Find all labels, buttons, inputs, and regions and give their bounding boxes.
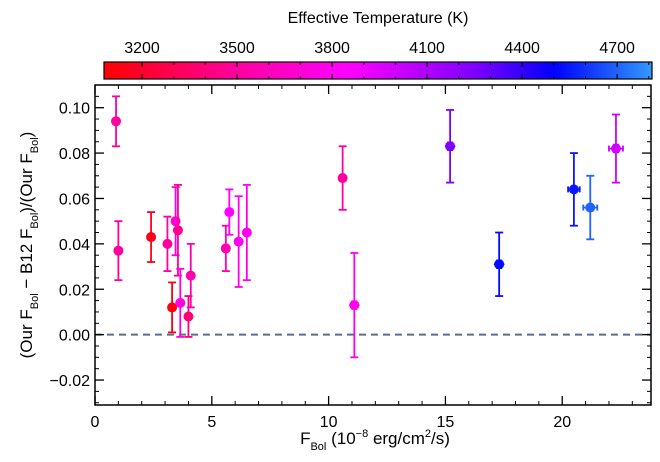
data-point [162,215,173,272]
y-tick-label: −0.02 [50,373,91,390]
plot-area: 0 5 10 15 20 −0.02 0.00 0.02 0.04 0.06 0.08 0.10 [50,84,652,431]
x-tick-label: 5 [207,414,216,431]
point-marker-circle [146,232,157,243]
colorbar-tick-label: 3200 [124,40,160,57]
x-label-exponent: 2 [425,428,431,440]
y-tick-label: 0.06 [59,191,90,208]
data-point [113,220,124,282]
data-point [175,267,186,338]
x-tick-label: 20 [553,414,571,431]
x-tick-label: 15 [437,414,455,431]
data-point [111,95,122,148]
axis-ticks [94,84,651,405]
point-marker-circle [233,236,244,247]
point-marker-circle [185,270,196,281]
y-label-part: − B12 F [17,229,36,294]
data-point [172,183,183,277]
point-marker-circle [113,245,124,256]
data-point [444,109,456,184]
colorbar-tick-labels: 3200 3500 3800 4100 4400 4700 [124,40,635,57]
point-marker-circle [162,238,173,249]
colorbar-tick-label: 4100 [409,40,445,57]
data-point [233,195,244,288]
y-label-part: ) [17,132,36,138]
x-label-units: /s) [431,429,450,448]
y-label-subscript: Bol [29,293,41,309]
colorbar: Effective Temperature (K) 3200 3500 3800 41… [103,10,653,80]
point-marker-circle [337,173,348,184]
y-tick-label: 0.08 [59,146,90,163]
point-marker-hexagon [444,141,456,152]
point-marker-circle [585,202,596,213]
point-marker-circle [241,227,252,238]
point-marker-circle [175,297,186,308]
point-marker-circle [170,216,181,227]
y-label-subscript: Bol [29,137,41,153]
point-marker-circle [183,311,194,322]
point-marker-hexagon [348,300,360,310]
y-label-part: )/(Our F [17,153,36,213]
colorbar-gradient [103,61,653,80]
data-point [241,183,252,282]
data-point [167,281,178,334]
colorbar-tick-label: 4700 [599,40,635,57]
colorbar-ticks [141,62,650,79]
data-point [224,188,235,236]
y-label-part: (Our F [17,309,36,358]
y-tick-label: 0.10 [59,101,90,118]
point-marker-circle [224,207,235,218]
data-point [567,152,581,227]
point-marker-hexagon [493,259,505,270]
data-point [185,242,196,309]
data-point [608,113,624,184]
colorbar-tick-label: 4400 [504,40,540,57]
y-axis-label: (Our FBol − B12 FBol)/(Our FBol) [17,132,41,359]
x-tick-label: 0 [91,414,100,431]
data-point [348,252,360,359]
data-points [111,95,624,359]
x-label-main: F [300,429,310,448]
x-tick-label: 10 [320,414,338,431]
x-axis-label: FBol (10−8 erg/cm2/s) [300,428,450,453]
point-marker-circle [172,225,183,236]
y-tick-label: 0.02 [59,282,90,299]
y-label-subscript: Bol [29,213,41,229]
colorbar-tick-label: 3800 [314,40,350,57]
data-point [183,295,194,338]
x-tick-labels: 0 5 10 15 20 [91,414,572,431]
y-tick-label: 0.04 [59,237,90,254]
y-tick-labels: −0.02 0.00 0.02 0.04 0.06 0.08 0.10 [50,101,91,390]
data-point [337,145,348,211]
x-label-subscript: Bol [310,441,326,453]
colorbar-tick-label: 3500 [219,40,255,57]
plot-frame [94,84,652,406]
point-marker-circle [167,302,178,313]
colorbar-title: Effective Temperature (K) [288,10,469,27]
x-label-exponent: −8 [356,428,369,440]
data-point [582,174,599,241]
point-marker-circle [220,243,231,254]
point-marker-circle [568,184,579,195]
point-marker-hexagon [610,143,622,154]
x-label-units: (10 [326,429,355,448]
point-marker-circle [111,116,122,127]
data-point [146,211,157,263]
data-point [493,231,505,297]
x-label-units: erg/cm [368,429,425,448]
y-tick-label: 0.00 [59,328,90,345]
